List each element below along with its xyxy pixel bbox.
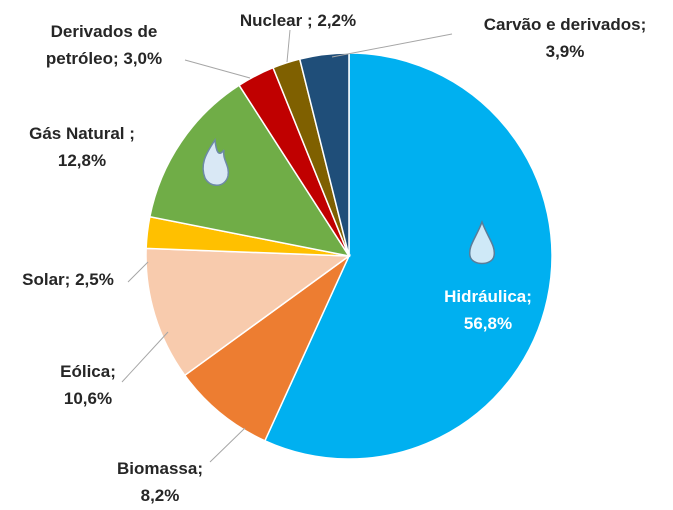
leader-line bbox=[184, 59, 251, 79]
water-drop-icon bbox=[468, 219, 496, 265]
leader-line bbox=[286, 29, 291, 63]
slice-label: Nuclear ; 2,2% bbox=[218, 7, 378, 34]
value-label: 12,8% bbox=[57, 151, 107, 170]
leader-line bbox=[121, 331, 169, 383]
category-label: Solar; bbox=[22, 270, 71, 289]
leader-line bbox=[331, 33, 453, 58]
slice-label: Biomassa; 8,2% bbox=[110, 455, 210, 509]
category-label: Eólica; bbox=[60, 362, 116, 381]
pie-slice bbox=[298, 52, 350, 257]
slice-label: Derivados de petróleo; 3,0% bbox=[29, 18, 179, 72]
pie-slice bbox=[145, 247, 352, 377]
value-label: 8,2% bbox=[140, 486, 180, 505]
value-label: 2,2% bbox=[317, 11, 357, 30]
slice-label: Hidráulica; 56,8% bbox=[428, 283, 548, 337]
pie-slice bbox=[148, 84, 351, 258]
flame-icon bbox=[202, 137, 230, 186]
category-label: Biomassa; bbox=[117, 459, 203, 478]
value-label: 56,8% bbox=[463, 314, 513, 333]
leader-line bbox=[127, 261, 149, 283]
slice-label: Eólica; 10,6% bbox=[48, 358, 128, 412]
value-label: 3,9% bbox=[545, 42, 585, 61]
category-label: Derivados de petróleo; bbox=[45, 22, 158, 68]
slice-label: Carvão e derivados; 3,9% bbox=[465, 11, 665, 65]
category-label: Nuclear ; bbox=[239, 11, 313, 30]
pie-slice bbox=[183, 253, 351, 442]
category-label: Gás Natural ; bbox=[29, 124, 135, 143]
category-label: Hidráulica; bbox=[444, 287, 532, 306]
value-label: 10,6% bbox=[63, 389, 113, 408]
leader-line bbox=[209, 427, 246, 463]
pie-slice bbox=[263, 52, 553, 460]
value-label: 3,0% bbox=[123, 49, 163, 68]
slice-label: Solar; 2,5% bbox=[3, 266, 133, 293]
slice-label: Gás Natural ; 12,8% bbox=[15, 120, 150, 174]
category-label: Carvão e derivados; bbox=[483, 15, 647, 34]
value-label: 2,5% bbox=[75, 270, 114, 289]
